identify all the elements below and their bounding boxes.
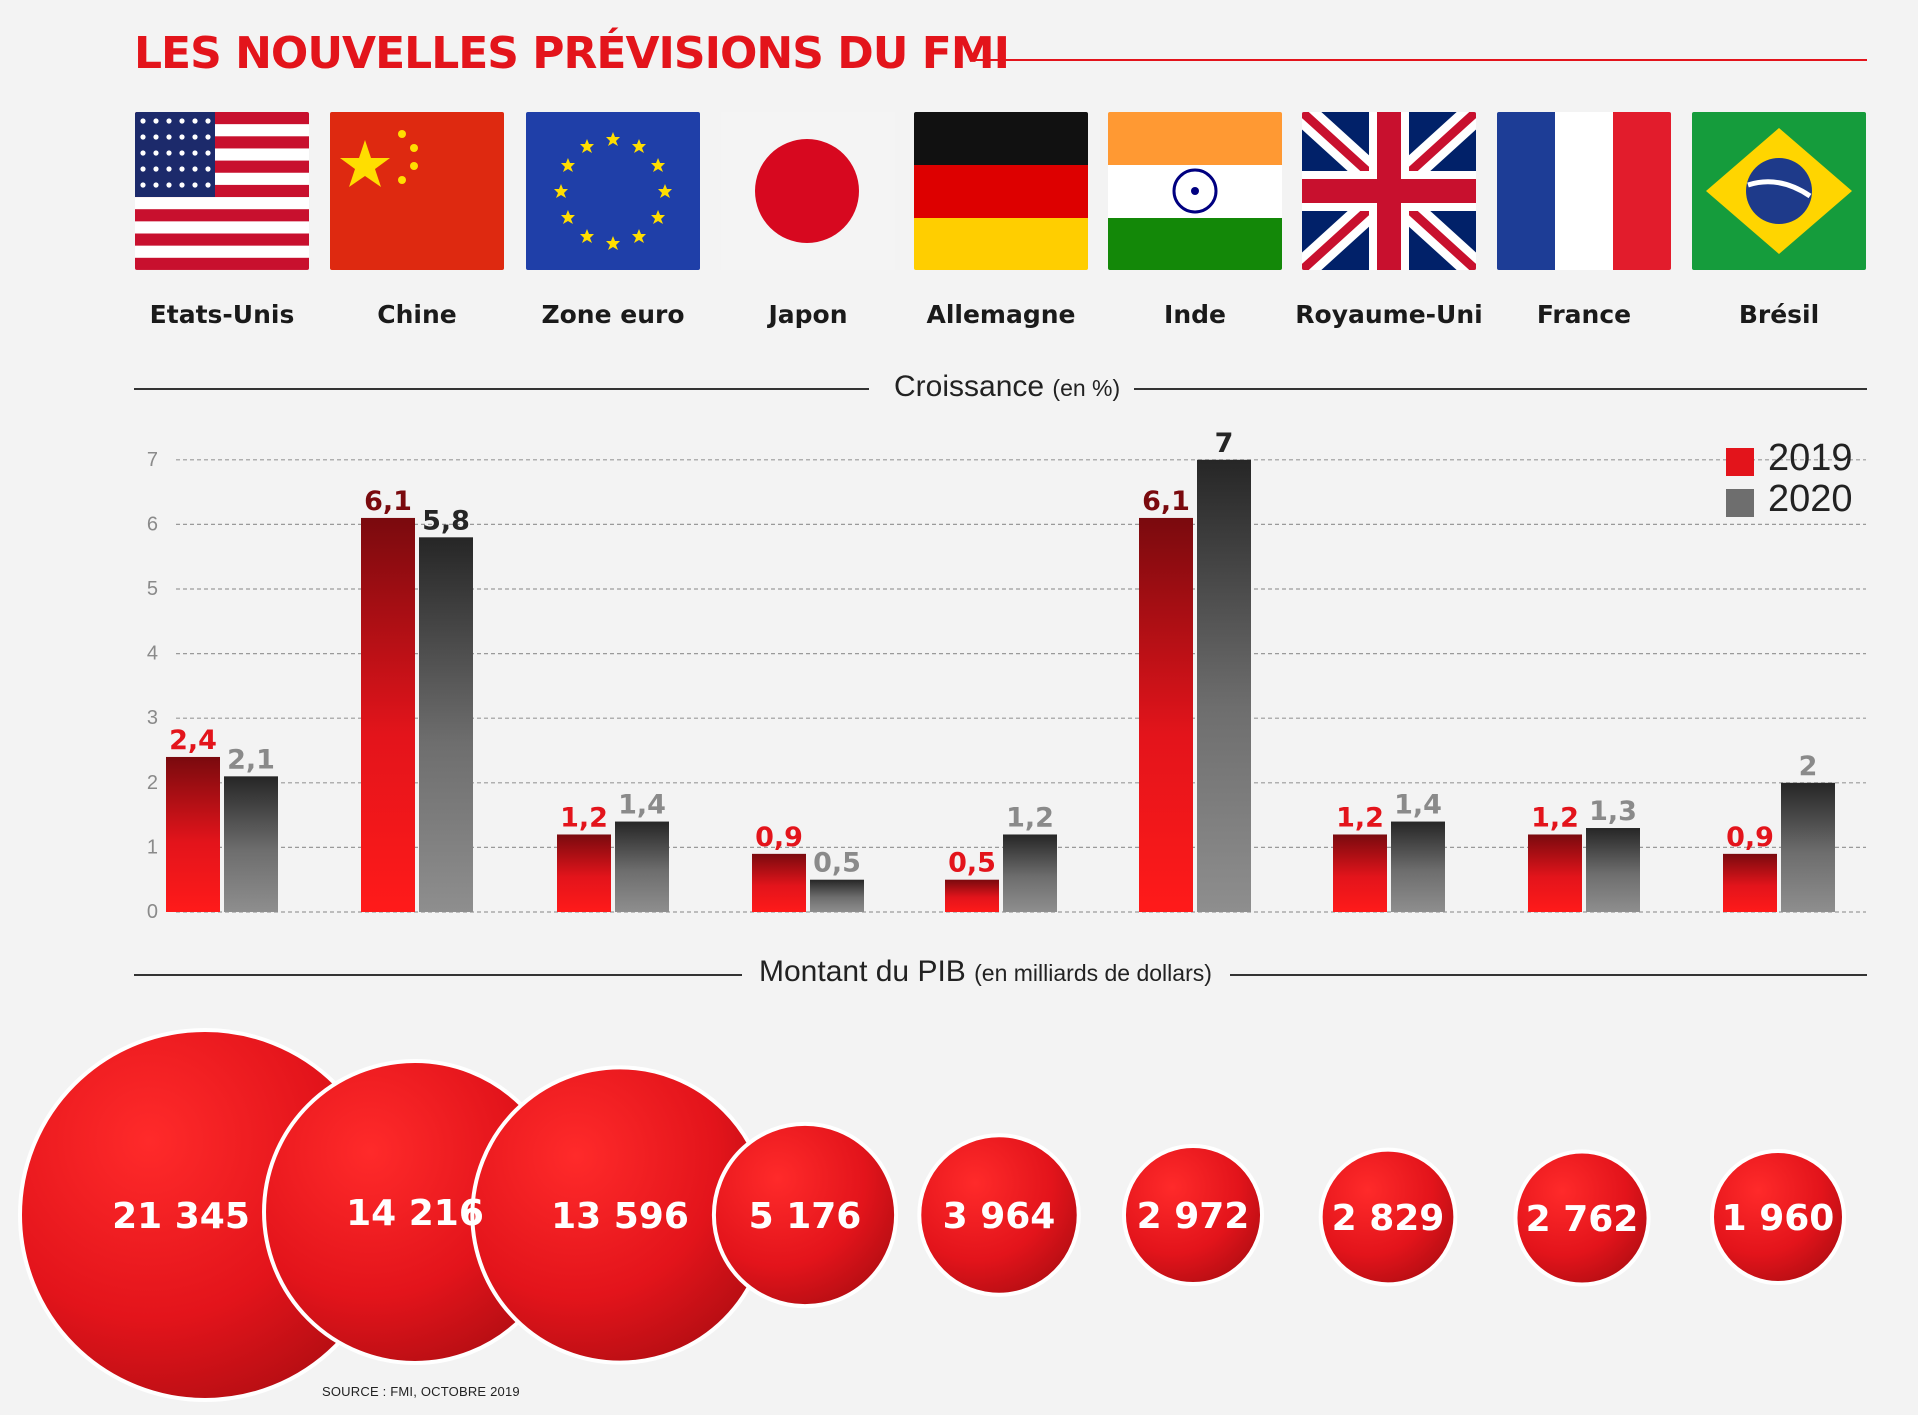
growth-rule-right: [1132, 388, 1867, 390]
country-name: Allemagne: [926, 300, 1076, 329]
gdp-value-label: 5 176: [749, 1196, 862, 1237]
gdp-bubble: [1318, 1147, 1458, 1287]
india-flag-icon: [1108, 112, 1282, 270]
bar-value-label: 2,1: [227, 744, 275, 775]
bar-2020: [224, 776, 278, 912]
gdp-bubble: [1710, 1149, 1846, 1285]
bar-value-label: 1,4: [618, 790, 666, 821]
gdp-label: Montant du PIB: [759, 955, 966, 988]
growth-section-label: Croissance (en %): [880, 370, 1135, 404]
country-name: Inde: [1164, 300, 1226, 329]
y-tick-label: 3: [147, 707, 158, 729]
gdp-rule-right: [1230, 974, 1867, 976]
japan-flag-icon: [721, 112, 895, 270]
country-name: Zone euro: [541, 300, 685, 329]
gdp-value-label: 3 964: [943, 1196, 1056, 1237]
growth-label: Croissance: [894, 370, 1045, 403]
us-flag-icon: [135, 112, 309, 270]
bar-value-label: 0,5: [813, 848, 861, 879]
gdp-unit: (en milliards de dollars): [974, 960, 1212, 986]
bar-2019: [1723, 853, 1777, 912]
china-flag-icon: [330, 112, 504, 270]
gdp-value-label: 13 596: [551, 1196, 689, 1237]
bar-value-label: 0,9: [755, 822, 803, 853]
bar-2019: [945, 879, 999, 912]
bar-2020: [1197, 459, 1251, 912]
bar-value-label: 5,8: [422, 505, 470, 536]
gdp-value-label: 2 829: [1332, 1198, 1445, 1239]
y-tick-label: 1: [147, 836, 158, 858]
legend-label-2019: 2019: [1768, 437, 1853, 479]
y-tick-label: 4: [147, 643, 158, 665]
bar-value-label: 6,1: [364, 486, 412, 517]
y-tick-label: 6: [147, 513, 158, 535]
page-title: LES NOUVELLES PRÉVISIONS DU FMI: [134, 28, 1010, 79]
y-tick-label: 7: [147, 449, 158, 471]
source-note: SOURCE : FMI, OCTOBRE 2019: [322, 1384, 520, 1399]
gdp-value-label: 21 345: [112, 1196, 250, 1237]
title-rule: [975, 59, 1867, 61]
brazil-flag-icon: [1692, 112, 1866, 270]
bar-2019: [557, 834, 611, 912]
gdp-section-label: Montant du PIB (en milliards de dollars): [745, 955, 1226, 989]
bar-value-label: 7: [1215, 428, 1234, 459]
bar-2019: [361, 517, 415, 912]
uk-flag-icon: [1302, 112, 1476, 270]
bar-2019: [752, 853, 806, 912]
bar-value-label: 2: [1799, 751, 1818, 782]
bar-2019: [166, 756, 220, 912]
gdp-bubble: [711, 1121, 899, 1309]
bar-value-label: 0,5: [948, 848, 996, 879]
bar-2020: [810, 879, 864, 912]
bar-value-label: 1,2: [1336, 802, 1384, 833]
gdp-value-label: 2 762: [1526, 1199, 1639, 1240]
bar-value-label: 1,2: [1006, 802, 1054, 833]
germany-flag-icon: [914, 112, 1088, 270]
france-flag-icon: [1497, 112, 1671, 270]
y-tick-label: 0: [147, 901, 158, 923]
country-name: Brésil: [1738, 300, 1820, 329]
legend-swatch-2020: [1726, 489, 1754, 517]
country-name: Etats-Unis: [149, 300, 295, 329]
gdp-rule-left: [134, 974, 742, 976]
bar-2020: [1003, 834, 1057, 912]
bar-value-label: 1,2: [1531, 802, 1579, 833]
bar-2019: [1139, 517, 1193, 912]
bar-2020: [1586, 828, 1640, 912]
y-tick-label: 2: [147, 772, 158, 794]
gdp-bubble: [917, 1133, 1081, 1297]
country-name: Chine: [377, 300, 457, 329]
bar-value-label: 1,2: [560, 802, 608, 833]
growth-unit: (en %): [1052, 375, 1121, 401]
gdp-value-label: 14 216: [346, 1193, 484, 1234]
country-name: France: [1536, 300, 1632, 329]
country-name: Japon: [768, 300, 848, 329]
bar-value-label: 1,3: [1589, 796, 1637, 827]
bar-value-label: 0,9: [1726, 822, 1774, 853]
gdp-value-label: 1 960: [1722, 1198, 1835, 1239]
bar-2020: [419, 537, 473, 912]
growth-rule-left: [134, 388, 869, 390]
legend-label-2020: 2020: [1768, 478, 1853, 520]
bar-value-label: 1,4: [1394, 790, 1442, 821]
bar-2020: [615, 821, 669, 912]
country-name: Royaume-Uni: [1295, 300, 1483, 329]
gdp-value-label: 2 972: [1137, 1196, 1250, 1237]
legend-swatch-2019: [1726, 448, 1754, 476]
gdp-bubble: [1121, 1143, 1265, 1287]
gdp-bubble: [1513, 1149, 1651, 1287]
bar-value-label: 2,4: [169, 725, 217, 756]
bar-2019: [1333, 834, 1387, 912]
eu-flag-icon: [526, 112, 700, 270]
bar-2020: [1781, 782, 1835, 912]
y-tick-label: 5: [147, 578, 158, 600]
bar-value-label: 6,1: [1142, 486, 1190, 517]
bar-2019: [1528, 834, 1582, 912]
bar-2020: [1391, 821, 1445, 912]
